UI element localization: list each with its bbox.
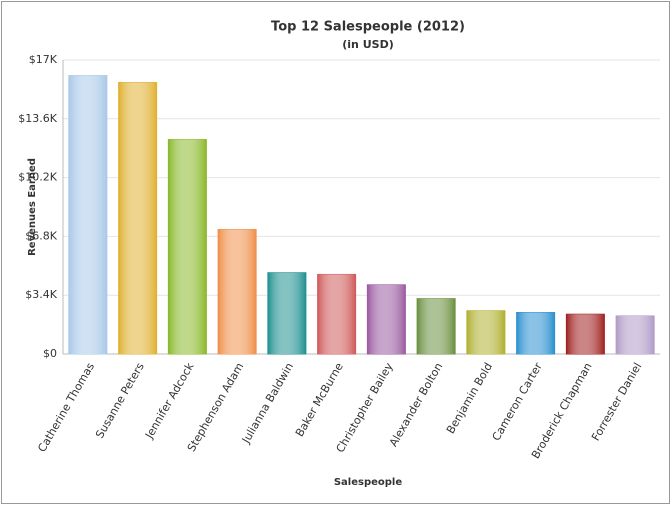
bar-shine — [367, 284, 406, 354]
bar-shine — [317, 274, 356, 354]
bar-shine — [417, 298, 456, 354]
chart-subtitle: (in USD) — [342, 38, 393, 51]
y-tick-label: $13.6K — [18, 112, 57, 125]
chart-title: Top 12 Salespeople (2012) — [271, 20, 465, 35]
x-axis-title: Salespeople — [334, 477, 403, 488]
y-tick-label: $17K — [29, 53, 58, 66]
bar-shine — [466, 310, 505, 354]
y-tick-label: $10.2K — [18, 171, 57, 184]
bar-shine — [168, 139, 207, 354]
y-tick-label: $6.8K — [25, 229, 57, 242]
bar-shine — [616, 315, 655, 354]
bar-shine — [218, 229, 257, 354]
y-axis-title: Revenues Earned — [27, 158, 38, 256]
bar-shine — [68, 75, 107, 355]
bar-shine — [267, 272, 306, 354]
bar-shine — [516, 312, 555, 354]
y-tick-label: $3.4K — [25, 288, 57, 301]
bar-shine — [118, 82, 157, 354]
bar-shine — [566, 314, 605, 354]
y-tick-label: $0 — [43, 347, 57, 360]
